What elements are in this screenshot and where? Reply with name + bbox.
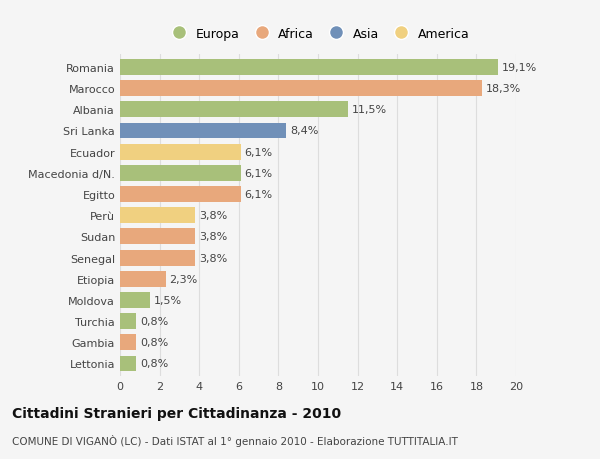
Bar — [120, 145, 241, 160]
Bar — [120, 292, 150, 308]
Text: 3,8%: 3,8% — [199, 211, 227, 221]
Bar — [120, 187, 241, 202]
Text: 6,1%: 6,1% — [245, 147, 273, 157]
Legend: Europa, Africa, Asia, America: Europa, Africa, Asia, America — [161, 23, 475, 46]
Bar — [120, 335, 136, 351]
Text: Cittadini Stranieri per Cittadinanza - 2010: Cittadini Stranieri per Cittadinanza - 2… — [12, 406, 341, 420]
Text: 3,8%: 3,8% — [199, 253, 227, 263]
Bar — [120, 229, 195, 245]
Text: 0,8%: 0,8% — [140, 337, 168, 347]
Text: 6,1%: 6,1% — [245, 190, 273, 200]
Bar — [120, 60, 498, 76]
Text: 19,1%: 19,1% — [502, 63, 538, 73]
Text: 11,5%: 11,5% — [352, 105, 387, 115]
Bar — [120, 102, 347, 118]
Bar — [120, 81, 482, 97]
Text: 3,8%: 3,8% — [199, 232, 227, 242]
Bar — [120, 166, 241, 181]
Text: 18,3%: 18,3% — [486, 84, 521, 94]
Bar — [120, 313, 136, 330]
Bar — [120, 356, 136, 372]
Bar — [120, 250, 195, 266]
Text: COMUNE DI VIGANÒ (LC) - Dati ISTAT al 1° gennaio 2010 - Elaborazione TUTTITALIA.: COMUNE DI VIGANÒ (LC) - Dati ISTAT al 1°… — [12, 434, 458, 446]
Text: 8,4%: 8,4% — [290, 126, 319, 136]
Bar — [120, 271, 166, 287]
Text: 0,8%: 0,8% — [140, 316, 168, 326]
Text: 6,1%: 6,1% — [245, 168, 273, 179]
Bar — [120, 208, 195, 224]
Text: 1,5%: 1,5% — [154, 295, 182, 305]
Text: 0,8%: 0,8% — [140, 358, 168, 369]
Bar — [120, 123, 286, 139]
Text: 2,3%: 2,3% — [170, 274, 198, 284]
